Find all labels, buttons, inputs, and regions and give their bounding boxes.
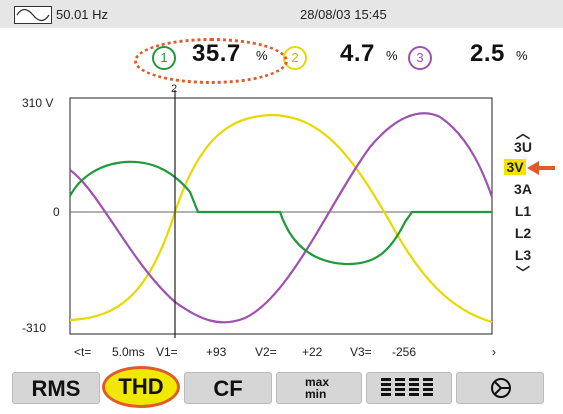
y-axis-zero-label: 0 [53,205,60,219]
tab-cf[interactable]: CF [184,372,272,404]
scroll-down-icon[interactable]: ﹀ [516,265,530,281]
channel-3v[interactable]: 3V [504,159,526,175]
phase-2-unit: % [386,48,398,63]
min-label: min [305,387,327,401]
function-tab-bar: RMS THD CF max min [0,364,563,414]
y-axis-top-label: 310 V [22,96,53,110]
date-time: 28/08/03 15:45 [300,7,387,22]
channel-l3[interactable]: L3 [514,247,532,263]
tab-rms[interactable]: RMS [12,372,100,404]
phase-3-thd-value: 2.5 [470,40,505,67]
waveform-icon [14,6,52,24]
channel-l1[interactable]: L1 [514,203,532,219]
readout-v3-value: -256 [392,345,416,359]
tab-table-view[interactable] [366,372,452,404]
waveform-display[interactable]: 310 V 0 -310 2 <t= 5.0ms V1= +93 V2= +22… [0,82,563,364]
readout-time-value: 5.0ms [112,345,145,359]
tab-thd[interactable]: THD [102,366,180,408]
phase-3-unit: % [516,48,528,63]
frequency-readout: 50.01 Hz [56,7,109,22]
phase-3-indicator: 3 [408,46,432,70]
highlight-oval [134,38,288,84]
svg-text:<t= 5.0ms V1= +93: <t= 5.0ms V1= +93 V2= +22 V3= -256 › [74,345,496,359]
arrow-left-icon [527,161,555,175]
phase-2-indicator: 2 [283,46,307,70]
readout-scroll-glyph: › [492,345,496,359]
status-bar: 50.01 Hz 28/08/03 15:45 [0,0,563,28]
channel-3u[interactable]: 3U [514,139,532,155]
channel-l2[interactable]: L2 [514,225,532,241]
readout-v1-value: +93 [206,345,227,359]
readout-v1-label: V1= [156,345,178,359]
channel-3a[interactable]: 3A [514,181,532,197]
y-axis-bottom-label: -310 [22,321,46,335]
scroll-up-icon[interactable]: ︿ [516,125,530,141]
max-label: max [305,375,330,389]
phase-2-trace [69,113,493,324]
phase-2-thd-value: 4.7 [340,40,375,67]
phase-1-trace [69,160,492,266]
tab-phasor[interactable] [456,372,544,404]
tab-max-min[interactable]: max min [276,372,362,404]
readout-v2-label: V2= [255,345,277,359]
table-icon [381,378,433,396]
readout-time-label: <t= [74,345,91,359]
channel-selector: ︿ 3U 3V 3A L1 L2 L3 ﹀ [500,123,546,303]
cursor-label: 2 [171,83,177,95]
phasor-icon [491,378,511,398]
readout-v2-value: +22 [302,345,323,359]
phase-3-trace [69,112,494,324]
readout-v3-label: V3= [350,345,372,359]
